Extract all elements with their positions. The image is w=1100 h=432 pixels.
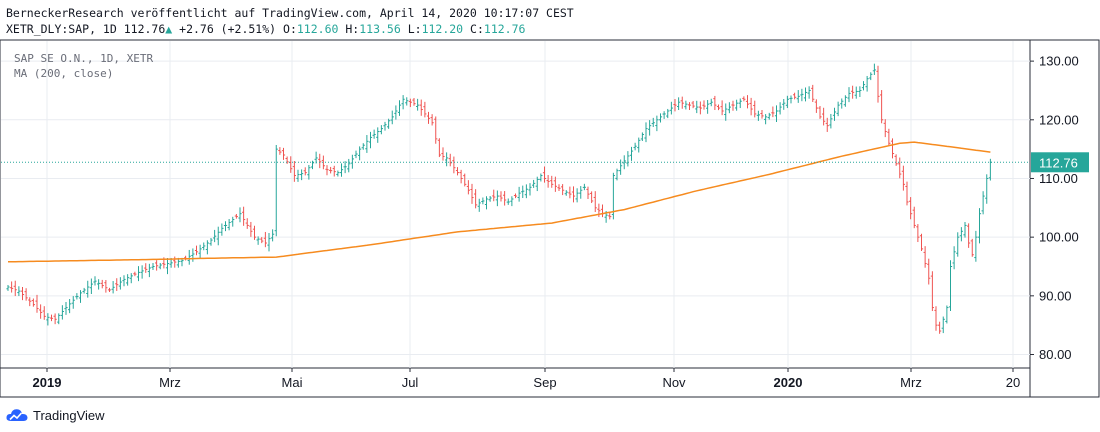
x-tick-label: 2020 <box>774 375 803 390</box>
low-value: 112.20 <box>421 22 464 36</box>
last-price-badge <box>1031 152 1089 173</box>
close-label: C: <box>470 22 484 36</box>
last-price: 112.76 <box>123 22 166 36</box>
y-tick-label: 80.00 <box>1039 347 1072 362</box>
tradingview-logo[interactable]: TradingView <box>6 404 105 426</box>
low-label: L: <box>407 22 422 36</box>
y-tick-label: 90.00 <box>1039 288 1072 303</box>
ma-200-line <box>7 141 991 263</box>
x-tick-label: Sep <box>533 375 556 390</box>
series-legend: SAP SE O.N., 1D, XETR <box>14 52 154 65</box>
cloud-icon <box>6 409 28 421</box>
open-label: O: <box>283 22 297 36</box>
brand-name: TradingView <box>33 407 105 423</box>
publish-info: BerneckerResearch veröffentlicht auf Tra… <box>6 6 574 20</box>
symbol-ohlc-line: XETR_DLY:SAP, 1D 112.76▲ +2.76 (+2.51%) … <box>6 21 525 37</box>
plot-frame <box>0 39 1100 398</box>
y-tick-label: 110.00 <box>1039 171 1078 186</box>
up-arrow-icon: ▲ <box>165 22 173 36</box>
y-tick-label: 100.00 <box>1039 230 1079 245</box>
symbol-name: XETR_DLY:SAP, 1D <box>6 22 117 36</box>
x-tick-label: 2019 <box>33 375 62 390</box>
ma-legend: MA (200, close) <box>14 67 114 80</box>
y-tick-label: 130.00 <box>1039 54 1079 69</box>
x-tick-label: Nov <box>662 375 686 390</box>
close-value: 112.76 <box>483 22 526 36</box>
price-change: +2.76 (+2.51%) <box>179 22 277 36</box>
last-price-label: 112.76 <box>1039 155 1078 170</box>
high-label: H: <box>345 22 360 36</box>
x-tick-label: Mrz <box>900 375 922 390</box>
open-value: 112.60 <box>296 22 339 36</box>
x-tick-label: Jul <box>402 375 419 390</box>
x-tick-label: 20 <box>1006 375 1020 390</box>
x-tick-label: Mrz <box>159 375 181 390</box>
high-value: 113.56 <box>359 22 401 36</box>
y-tick-label: 120.00 <box>1039 112 1079 127</box>
chart-legend: SAP SE O.N., 1D, XETR MA (200, close) <box>14 51 153 81</box>
x-tick-label: Mai <box>282 375 303 390</box>
